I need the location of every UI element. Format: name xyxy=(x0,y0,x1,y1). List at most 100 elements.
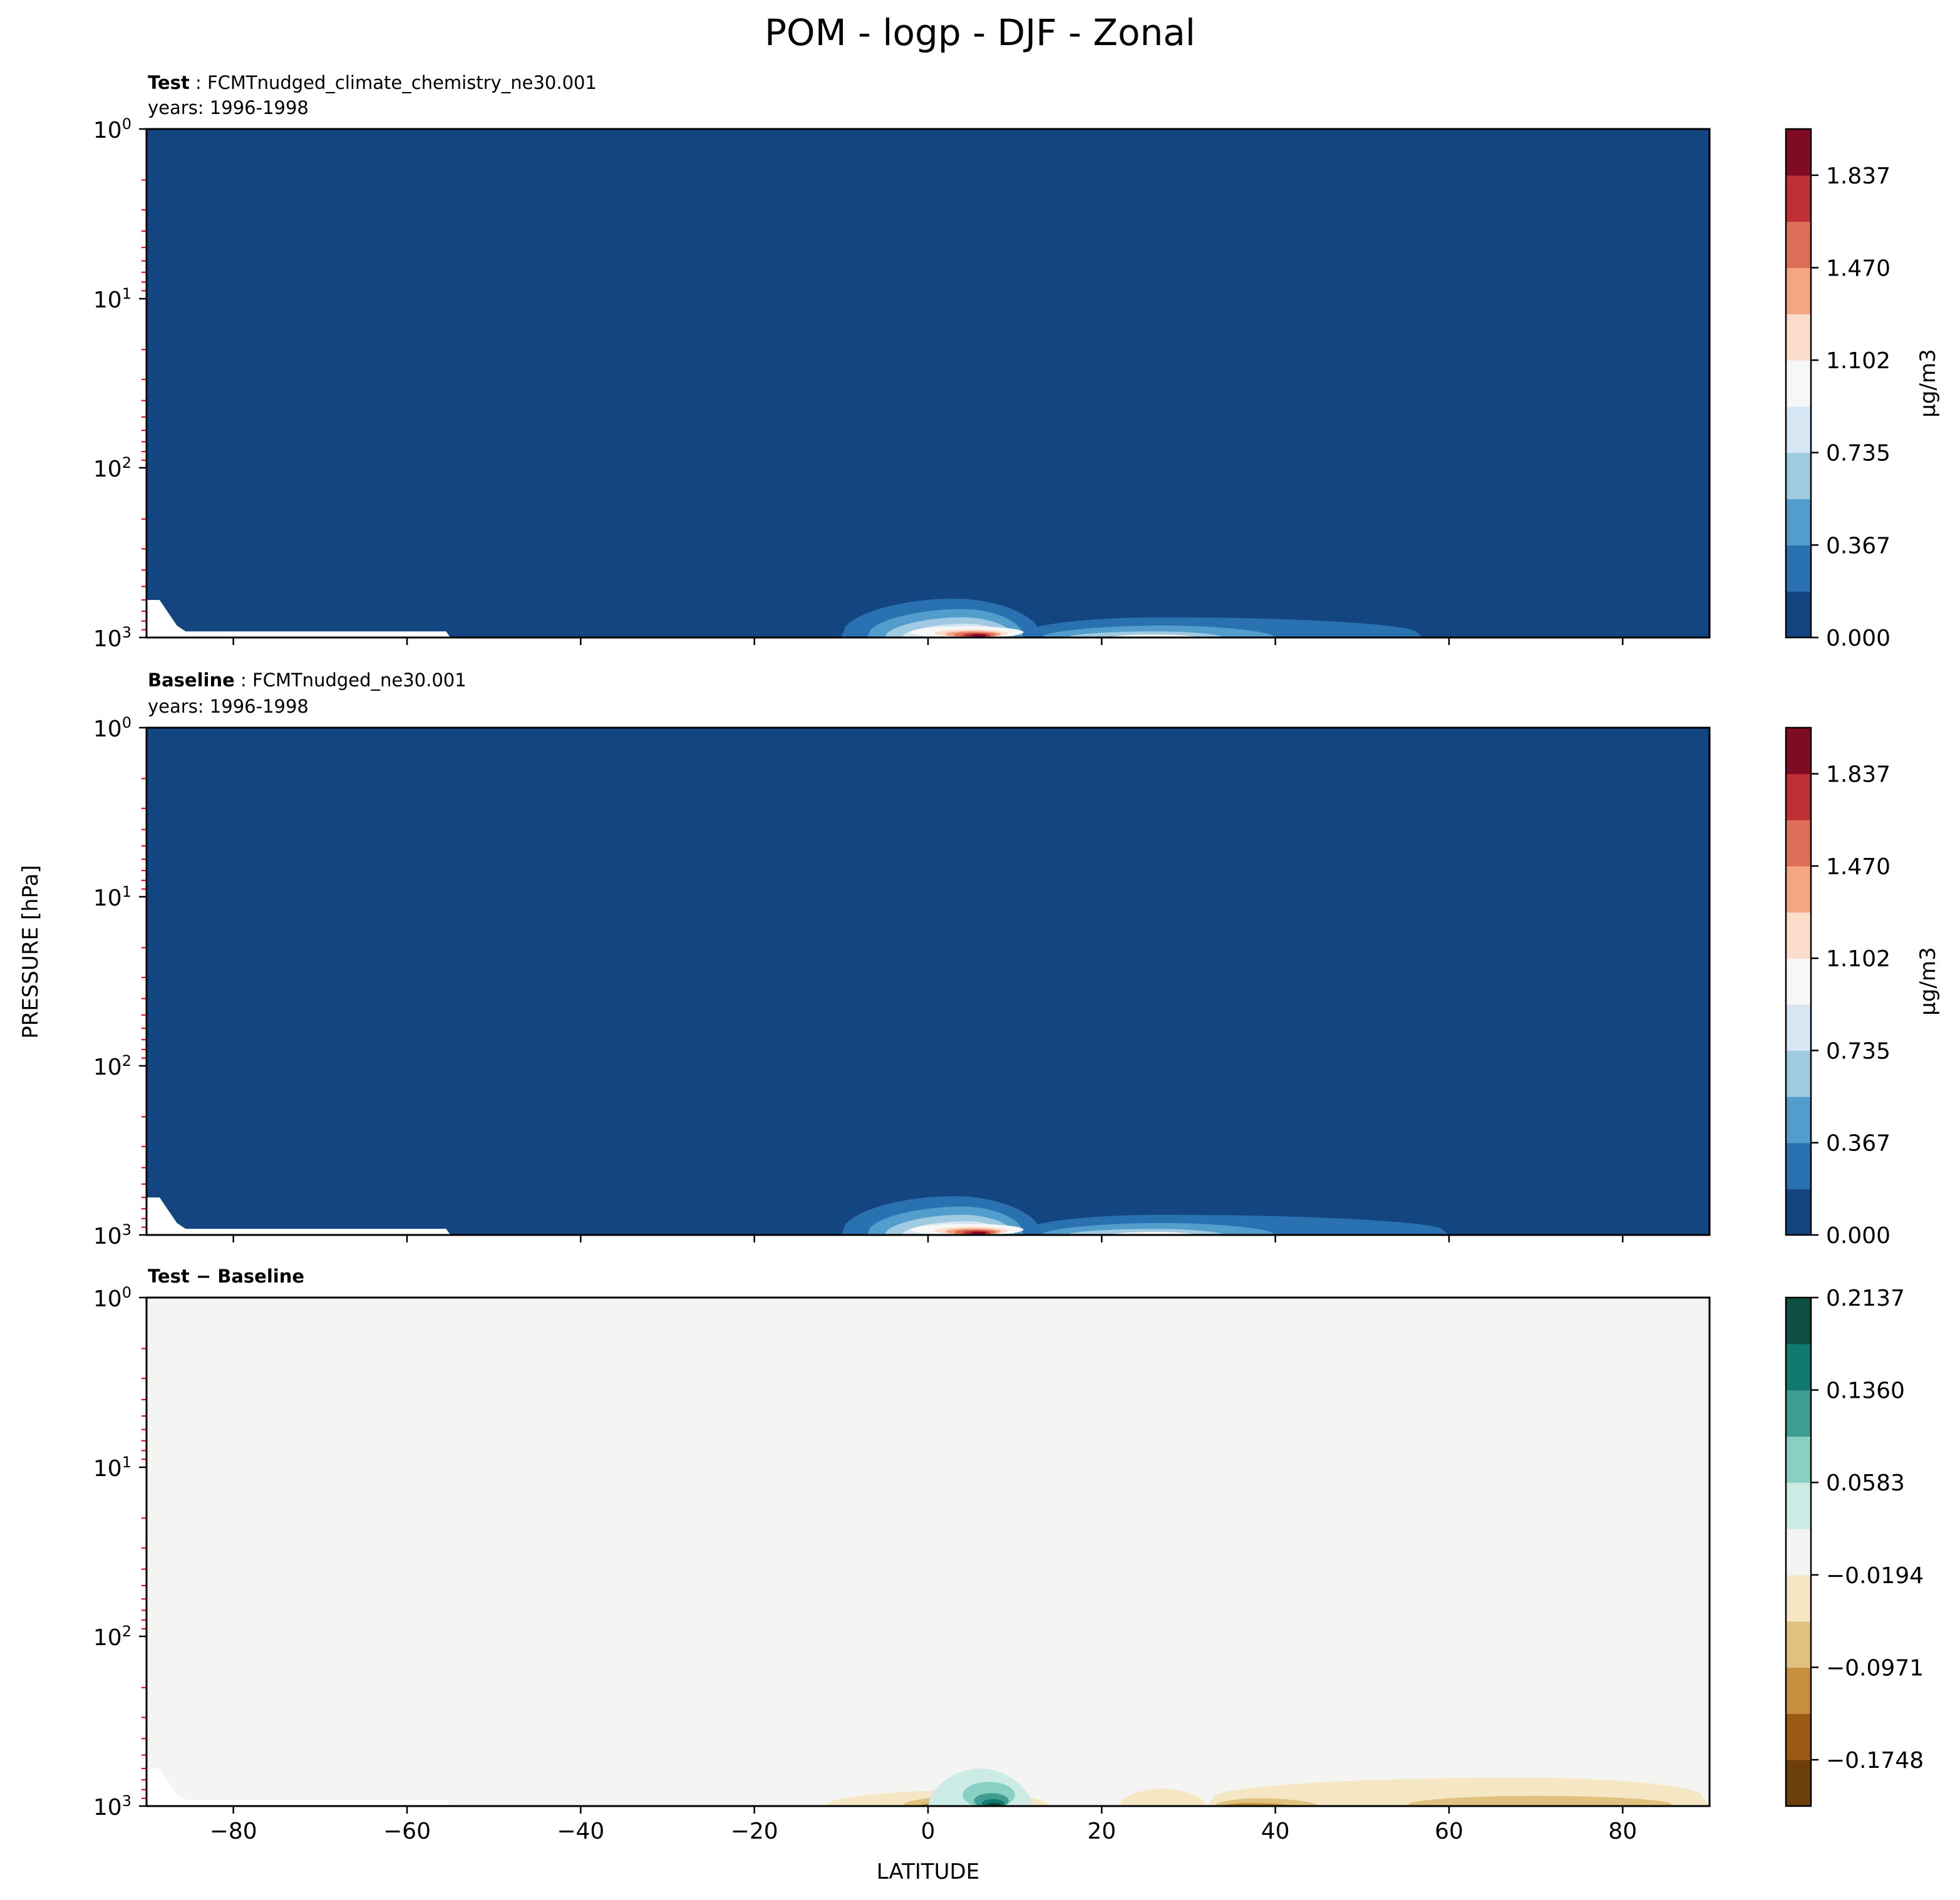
y-tick: 100 xyxy=(93,1284,147,1312)
y-tick: 102 xyxy=(93,454,147,482)
x-tick-label: 20 xyxy=(1087,1819,1116,1844)
colorbar-tick-label: 0.367 xyxy=(1826,533,1890,559)
y-tick-label: 103 xyxy=(93,624,132,652)
colorbar-segment xyxy=(1786,1390,1811,1437)
y-tick-label: 102 xyxy=(93,454,132,482)
y-tick: 101 xyxy=(93,883,147,911)
panel-title: Test − Baseline xyxy=(148,1266,304,1287)
y-axis-label: PRESSURE [hPa] xyxy=(18,865,43,1038)
y-tick: 101 xyxy=(93,285,147,313)
colorbar-segment xyxy=(1786,1574,1811,1622)
contour-level xyxy=(1405,1795,1675,1806)
colorbar-segment xyxy=(1786,728,1811,775)
colorbar-tick-label: −0.1748 xyxy=(1826,1748,1924,1774)
colorbar-tick-label: 0.1360 xyxy=(1826,1378,1905,1404)
x-tick-label: −20 xyxy=(731,1819,778,1844)
contour-background xyxy=(147,728,1710,1235)
y-tick-exponent: 0 xyxy=(122,115,132,133)
colorbar-tick-label: 0.2137 xyxy=(1826,1286,1905,1311)
colorbar-frame xyxy=(1785,128,1812,639)
colorbar-segment xyxy=(1786,314,1811,361)
colorbar-segment xyxy=(1786,452,1811,500)
y-tick: 103 xyxy=(93,1792,147,1820)
x-tick-label: 80 xyxy=(1608,1819,1637,1844)
y-tick-exponent: 1 xyxy=(122,285,132,302)
colorbar-segment xyxy=(1786,406,1811,453)
contour-core xyxy=(970,1231,986,1234)
colorbar-tick-label: 1.837 xyxy=(1826,762,1890,788)
colorbar-segment xyxy=(1786,1621,1811,1668)
y-tick-label: 102 xyxy=(93,1052,132,1080)
panel-difference: Test − Baseline −80 −60 −40 −20 0 20 40 60 80 10… xyxy=(93,1266,1924,1844)
panel-title: Test : FCMTnudged_climate_chemistry_ne30… xyxy=(148,72,597,93)
y-tick-label: 103 xyxy=(93,1792,132,1820)
x-tick-label: −80 xyxy=(210,1819,257,1844)
colorbar-segment xyxy=(1786,865,1811,913)
missing-data-mask xyxy=(147,1197,451,1235)
colorbar-segment xyxy=(1786,1097,1811,1144)
colorbar-tick-label: −0.0194 xyxy=(1826,1563,1924,1589)
x-tick-label: 40 xyxy=(1261,1819,1290,1844)
colorbar-tick-label: 0.367 xyxy=(1826,1131,1890,1157)
colorbar: −0.1748 −0.0971 −0.0194 0.0583 0.1360 0.2137 xyxy=(1785,1286,1924,1807)
contour-field xyxy=(147,728,1710,1235)
y-tick-exponent: 3 xyxy=(122,1792,132,1810)
colorbar-segment xyxy=(1786,1667,1811,1714)
colorbar-label: μg/m3 xyxy=(1916,947,1941,1015)
colorbar-segment xyxy=(1786,545,1811,592)
y-tick-exponent: 0 xyxy=(122,714,132,731)
y-tick: 103 xyxy=(93,1221,147,1249)
x-ticks: −80 −60 −40 −20 0 20 40 60 80 xyxy=(210,1806,1637,1844)
missing-data-mask xyxy=(147,1768,451,1806)
y-tick-exponent: 2 xyxy=(122,1623,132,1640)
colorbar-segment xyxy=(1786,1189,1811,1236)
panel-subtitle: years: 1996-1998 xyxy=(148,696,309,717)
y-tick: 100 xyxy=(93,714,147,742)
contour-field xyxy=(147,129,1710,638)
y-tick-label: 103 xyxy=(93,1221,132,1249)
figure-title: POM - logp - DJF - Zonal xyxy=(765,11,1195,54)
colorbar-segment xyxy=(1786,175,1811,222)
contour-background xyxy=(147,129,1710,638)
y-tick: 103 xyxy=(93,624,147,652)
contour-background xyxy=(147,1298,1710,1806)
y-tick: 102 xyxy=(93,1623,147,1651)
panel-title-rest: : FCMTnudged_ne30.001 xyxy=(240,669,467,691)
x-ticks xyxy=(232,638,1624,645)
y-tick-label: 100 xyxy=(93,115,132,143)
colorbar-segment xyxy=(1786,820,1811,867)
panel-subtitle: years: 1996-1998 xyxy=(148,97,309,118)
panel-title-bold: Baseline xyxy=(148,669,235,691)
y-tick-exponent: 2 xyxy=(122,1052,132,1070)
y-tick-label: 101 xyxy=(93,1453,132,1482)
x-tick-label: 0 xyxy=(921,1819,936,1844)
y-tick-label: 101 xyxy=(93,285,132,313)
y-tick-label: 102 xyxy=(93,1623,132,1651)
panel-title-bold: Test − Baseline xyxy=(148,1266,304,1287)
colorbar-segment xyxy=(1786,1142,1811,1189)
colorbar-segment xyxy=(1786,360,1811,407)
colorbar-segment xyxy=(1786,1529,1811,1576)
colorbar-frame xyxy=(1785,726,1812,1236)
colorbar-tick-label: 0.000 xyxy=(1826,626,1890,651)
colorbar-segment xyxy=(1786,1713,1811,1760)
panel-test: Test : FCMTnudged_climate_chemistry_ne30… xyxy=(93,72,1941,652)
x-tick-label: −40 xyxy=(557,1819,604,1844)
y-tick: 101 xyxy=(93,1453,147,1482)
colorbar-frame xyxy=(1785,1296,1812,1807)
colorbar-segment xyxy=(1786,498,1811,545)
contour-level xyxy=(1119,1789,1206,1806)
colorbar-segment xyxy=(1786,1298,1811,1345)
colorbar-tick-label: 0.0583 xyxy=(1826,1470,1905,1496)
panel-title-rest: : FCMTnudged_climate_chemistry_ne30.001 xyxy=(195,72,597,93)
colorbar-segment xyxy=(1786,591,1811,638)
colorbar-tick-label: 1.470 xyxy=(1826,256,1890,281)
y-tick: 102 xyxy=(93,1052,147,1080)
colorbar-segment xyxy=(1786,1343,1811,1391)
x-axis-label: LATITUDE xyxy=(877,1859,979,1884)
y-tick-label: 100 xyxy=(93,714,132,742)
colorbar-tick-label: 1.470 xyxy=(1826,854,1890,880)
y-axis: 100 101 102 103 xyxy=(93,714,147,1249)
y-tick: 100 xyxy=(93,115,147,143)
colorbar-tick-label: 0.735 xyxy=(1826,441,1890,467)
